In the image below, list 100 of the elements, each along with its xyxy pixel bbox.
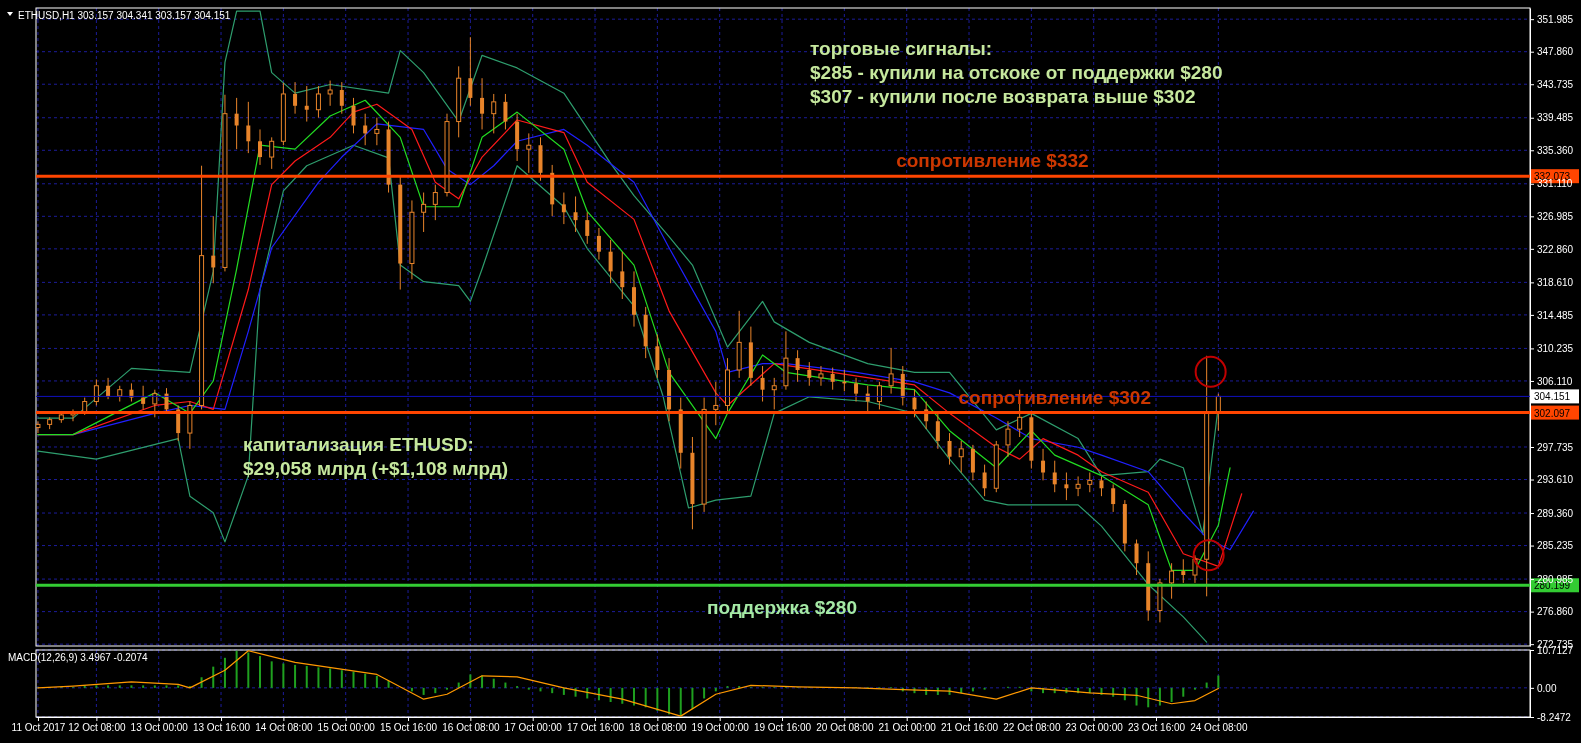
candlestick: [1005, 420, 1011, 458]
ref-line-label: 302.097: [1534, 407, 1571, 419]
x-tick-label: 23 Oct 00:00: [1065, 722, 1124, 734]
candlestick: [339, 81, 344, 115]
y-tick-label: 314.485: [1537, 309, 1574, 321]
bar: [375, 675, 378, 688]
candlestick: [1075, 475, 1081, 497]
bar: [165, 685, 168, 688]
candlestick: [900, 365, 905, 406]
x-tick-label: 19 Oct 00:00: [691, 722, 750, 734]
candlestick: [1169, 562, 1175, 600]
candlestick: [1134, 539, 1139, 576]
annotation: $307 - купили после возврата выше $302: [810, 86, 1196, 107]
bar: [118, 685, 121, 688]
y-tick-label: 0.00: [1537, 682, 1557, 694]
candlestick: [526, 132, 532, 174]
candlestick: [596, 227, 601, 261]
candlestick: [1052, 460, 1057, 493]
annotation: поддержка $280: [707, 597, 858, 619]
bar: [422, 687, 425, 695]
annotation: торговые сигналы:: [810, 38, 993, 59]
candlestick: [234, 97, 239, 150]
candlestick: [713, 381, 719, 426]
x-tick-label: 16 Oct 08:00: [442, 722, 500, 734]
y-tick-label: 347.860: [1537, 46, 1574, 58]
bar: [668, 687, 671, 715]
y-tick-label: 339.485: [1537, 112, 1574, 124]
candlestick: [106, 377, 111, 400]
bar: [434, 687, 437, 694]
candlestick: [818, 365, 824, 387]
candlestick: [760, 365, 765, 403]
candlestick: [304, 85, 309, 123]
candlestick: [970, 444, 975, 481]
bar: [492, 678, 495, 688]
annotation: капитализация ETHUSD:: [243, 434, 474, 455]
bar: [562, 687, 565, 695]
candlestick: [141, 385, 146, 410]
bar: [679, 687, 682, 717]
bar: [387, 680, 390, 688]
candlestick: [947, 432, 952, 466]
candlestick: [432, 184, 438, 221]
x-tick-label: 18 Oct 08:00: [629, 722, 687, 734]
annotation: $285 - купили на отскоке от поддержки $280: [810, 62, 1223, 83]
candlestick: [36, 420, 41, 434]
bar: [1170, 687, 1173, 702]
candlestick: [982, 464, 987, 497]
candlestick: [1064, 472, 1069, 501]
bar: [294, 664, 297, 688]
bar: [1217, 675, 1220, 688]
bar: [656, 687, 659, 711]
bar: [1182, 687, 1185, 697]
candlestick: [561, 192, 566, 225]
candlestick: [491, 93, 497, 134]
bar: [504, 682, 507, 688]
bar: [223, 657, 226, 688]
candlestick: [795, 349, 800, 383]
candlestick: [1041, 448, 1046, 481]
x-tick-label: 17 Oct 00:00: [504, 722, 563, 734]
y-tick-label: 351.985: [1537, 13, 1574, 25]
y-tick-label: 318.610: [1537, 277, 1574, 289]
bar: [212, 666, 215, 688]
y-tick-label: 310.235: [1537, 343, 1574, 355]
bar: [329, 668, 332, 688]
candlestick: [374, 117, 380, 146]
bar: [142, 685, 145, 688]
bar: [1135, 687, 1138, 706]
candlestick: [608, 239, 613, 284]
candlestick: [258, 128, 262, 166]
chart-title: MACD(12,26,9) 3.4967 -0.2074: [8, 652, 148, 663]
candlestick: [421, 192, 427, 233]
bar: [691, 687, 694, 710]
candlestick: [293, 81, 298, 115]
y-tick-label: 306.110: [1537, 375, 1573, 387]
bar: [107, 685, 110, 688]
line-series: [37, 144, 1208, 643]
candlestick: [269, 136, 275, 170]
candlestick: [771, 377, 777, 410]
y-tick-label: 285.235: [1537, 540, 1574, 552]
candlestick: [211, 215, 216, 284]
bar: [130, 685, 133, 688]
candlestick: [93, 378, 99, 406]
y-tick-label: 343.735: [1537, 78, 1574, 90]
bar: [364, 673, 367, 688]
candlestick: [480, 77, 485, 130]
candlestick: [1181, 558, 1186, 584]
x-tick-label: 15 Oct 00:00: [317, 722, 376, 734]
bar: [644, 687, 647, 708]
y-tick-label: 297.735: [1537, 441, 1574, 453]
bar: [177, 685, 180, 688]
x-tick-label: 14 Oct 08:00: [255, 722, 313, 734]
candlestick: [351, 97, 356, 134]
candlestick: [807, 361, 812, 387]
candlestick: [655, 333, 660, 379]
bar: [621, 687, 624, 704]
chart-title: ETHUSD,H1 303.157 304.341 303.157 304.151: [18, 10, 231, 21]
annotation: сопротивление $332: [896, 150, 1089, 172]
x-tick-label: 20 Oct 08:00: [816, 722, 874, 734]
x-tick-label: 17 Oct 16:00: [566, 722, 625, 734]
candlestick: [327, 80, 333, 107]
candlestick: [1111, 483, 1116, 513]
